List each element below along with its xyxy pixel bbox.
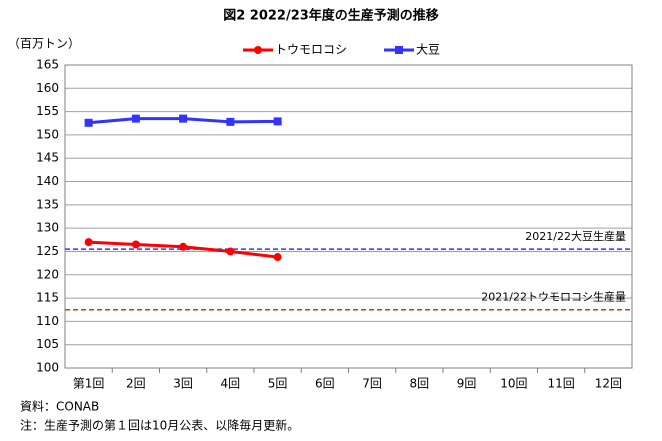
- y-tick-label: 165: [36, 58, 59, 72]
- y-tick-label: 115: [36, 291, 59, 305]
- data-point: [273, 117, 282, 126]
- x-tick-label: 12回: [595, 377, 622, 391]
- y-tick-label: 120: [36, 267, 59, 281]
- reference-label: 2021/22トウモロコシ生産量: [481, 290, 626, 304]
- y-tick-label: 145: [36, 151, 59, 165]
- data-point: [131, 114, 140, 123]
- data-point: [84, 118, 93, 127]
- data-point: [84, 238, 93, 247]
- chart-title: 図2 2022/23年度の生産予測の推移: [223, 8, 439, 24]
- x-tick-label: 11回: [547, 377, 574, 391]
- x-tick-label: 6回: [315, 377, 335, 391]
- data-point: [273, 253, 282, 262]
- legend-marker: [395, 46, 403, 54]
- data-point: [179, 242, 188, 251]
- plot-frame: [64, 64, 633, 369]
- x-tick-label: 2回: [126, 377, 146, 391]
- x-tick-label: 9回: [457, 377, 477, 391]
- x-tick-label: 第1回: [73, 377, 105, 391]
- note: 注：生産予測の第１回は10月公表、以降毎月更新。: [20, 418, 299, 433]
- y-tick-label: 150: [36, 127, 59, 141]
- y-tick-label: 140: [36, 174, 59, 188]
- y-tick-label: 160: [36, 81, 59, 95]
- data-point: [131, 240, 140, 249]
- data-point: [226, 247, 235, 256]
- y-axis-label: （百万トン）: [8, 37, 80, 51]
- y-tick-label: 105: [36, 337, 59, 351]
- y-tick-label: 110: [36, 314, 59, 328]
- legend-label: 大豆: [416, 43, 440, 57]
- y-tick-label: 125: [36, 244, 59, 258]
- y-tick-label: 135: [36, 197, 59, 211]
- x-tick-label: 3回: [173, 377, 193, 391]
- y-tick-label: 100: [36, 361, 59, 375]
- data-point: [179, 114, 188, 123]
- y-tick-label: 130: [36, 221, 59, 235]
- x-tick-label: 10回: [500, 377, 527, 391]
- x-tick-label: 5回: [268, 377, 288, 391]
- y-tick-label: 155: [36, 104, 59, 118]
- x-tick-label: 4回: [221, 377, 241, 391]
- data-point: [226, 117, 235, 126]
- x-tick-label: 8回: [410, 377, 430, 391]
- note: 資料：CONAB: [20, 400, 99, 414]
- reference-label: 2021/22大豆生産量: [525, 229, 626, 243]
- legend-label: トウモロコシ: [275, 43, 347, 57]
- x-tick-label: 7回: [362, 377, 382, 391]
- legend-marker: [254, 46, 262, 54]
